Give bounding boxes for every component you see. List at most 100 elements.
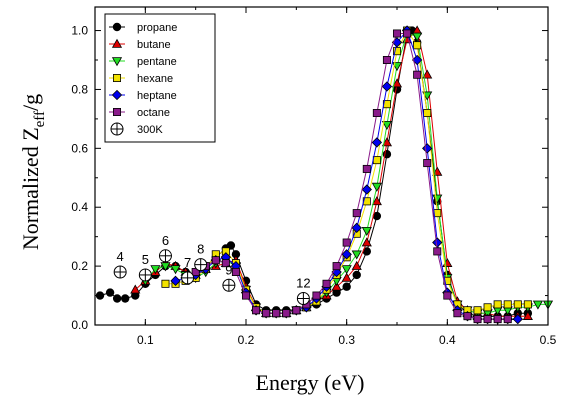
legend-marker [113,74,122,83]
legend-entry-pentane: pentane [109,56,177,68]
data-point-butane [391,78,403,88]
legend-entry-300k: 300K [110,122,163,136]
legend-label: octane [137,107,170,119]
data-point-octane [352,209,361,218]
data-point-heptane [371,137,383,148]
data-point-hexane [392,47,401,56]
x-tick-label: 0.3 [338,333,355,347]
data-point-butane [371,196,382,206]
legend-entry-propane: propane [109,22,177,34]
annotation-300k-marker: 5 [138,252,152,282]
annotation-300k-marker: 7 [181,255,195,285]
annotation-label: 4 [117,249,124,264]
data-point-pentane [371,182,382,192]
data-point-pentane [170,265,181,275]
legend-label: 300K [137,124,163,136]
data-point-octane [403,29,412,38]
data-point-hexane [161,279,170,288]
data-point-octane [262,309,271,318]
legend-marker [111,38,123,48]
series-line-propane [99,29,528,317]
data-point-octane [252,306,261,315]
legend-entry-octane: octane [109,107,170,119]
data-point-octane [342,238,351,247]
x-axis-title: Energy (eV) [256,370,365,395]
data-point-heptane [422,143,433,154]
data-point-octane [423,159,432,168]
y-tick-label: 0.0 [71,318,88,332]
data-point-butane [351,260,362,270]
legend: propane butane pentane hexane heptane octane 3… [104,13,216,143]
data-point-butane [331,281,342,291]
data-point-butane [422,69,433,79]
y-tick-label: 0.6 [71,141,88,155]
data-point-octane [231,267,240,276]
data-point-octane [443,291,452,300]
data-point-pentane [381,120,393,130]
data-point-pentane [341,265,352,275]
data-point-octane [413,70,422,79]
x-tick-label: 0.2 [238,333,255,347]
data-point-octane [221,259,230,268]
data-point-octane [332,262,341,271]
data-point-octane [241,291,250,300]
y-axis-title-tail: /g [18,94,43,111]
data-point-heptane [351,222,362,233]
data-point-propane [105,288,115,297]
annotation-label: 7 [184,255,191,270]
y-tick-label: 0.4 [71,200,88,214]
data-point-pentane [351,250,362,260]
data-point-heptane [381,81,393,92]
legend-label: hexane [137,73,173,85]
legend-marker [112,22,122,32]
annotation-label: 8 [197,242,204,257]
data-point-octane [382,56,391,65]
data-point-octane [493,315,502,324]
annotation-300k-marker: 8 [194,242,208,272]
data-point-butane [130,284,141,294]
data-point-hexane [473,306,482,315]
data-point-octane [503,315,512,324]
annotation-label: 5 [142,252,149,267]
data-point-propane [342,282,351,291]
legend-entry-hexane: hexane [109,73,173,85]
legend-label: heptane [137,90,177,102]
data-point-hexane [413,41,422,50]
y-tick-label: 1.0 [71,24,88,38]
data-point-propane [352,270,361,280]
data-point-octane [453,309,462,318]
legend-marker [111,57,123,67]
data-point-pentane [361,226,372,236]
legend-marker [113,108,122,117]
data-point-pentane [432,194,443,204]
data-point-pentane [412,32,423,42]
legend-entries: propane butane pentane hexane heptane octane 3… [109,22,177,136]
y-axis-title: Normalized Zeff/g [18,94,48,250]
data-point-hexane [513,300,522,309]
y-tick-label: 0.8 [71,82,88,96]
data-point-octane [483,315,492,324]
data-point-octane [272,309,281,318]
data-point-hexane [493,300,502,309]
data-point-octane [211,256,220,265]
data-point-propane [112,294,122,303]
data-point-octane [312,291,321,300]
annotation-label: 6 [162,233,169,248]
data-point-heptane [341,249,352,260]
data-point-octane [362,164,371,173]
data-point-butane [341,272,352,282]
data-point-octane [433,247,442,256]
data-point-octane [322,279,331,288]
annotation-300k-marker: 12 [296,276,311,305]
y-axis-title-main: Normalized Z [18,127,43,250]
data-point-octane [282,309,291,318]
data-point-hexane [372,156,381,165]
data-point-heptane [361,184,372,195]
data-point-octane [473,315,482,324]
annotation-300k-marker: 9 [222,262,236,292]
legend-label: pentane [137,56,177,68]
legend-marker [111,89,123,101]
